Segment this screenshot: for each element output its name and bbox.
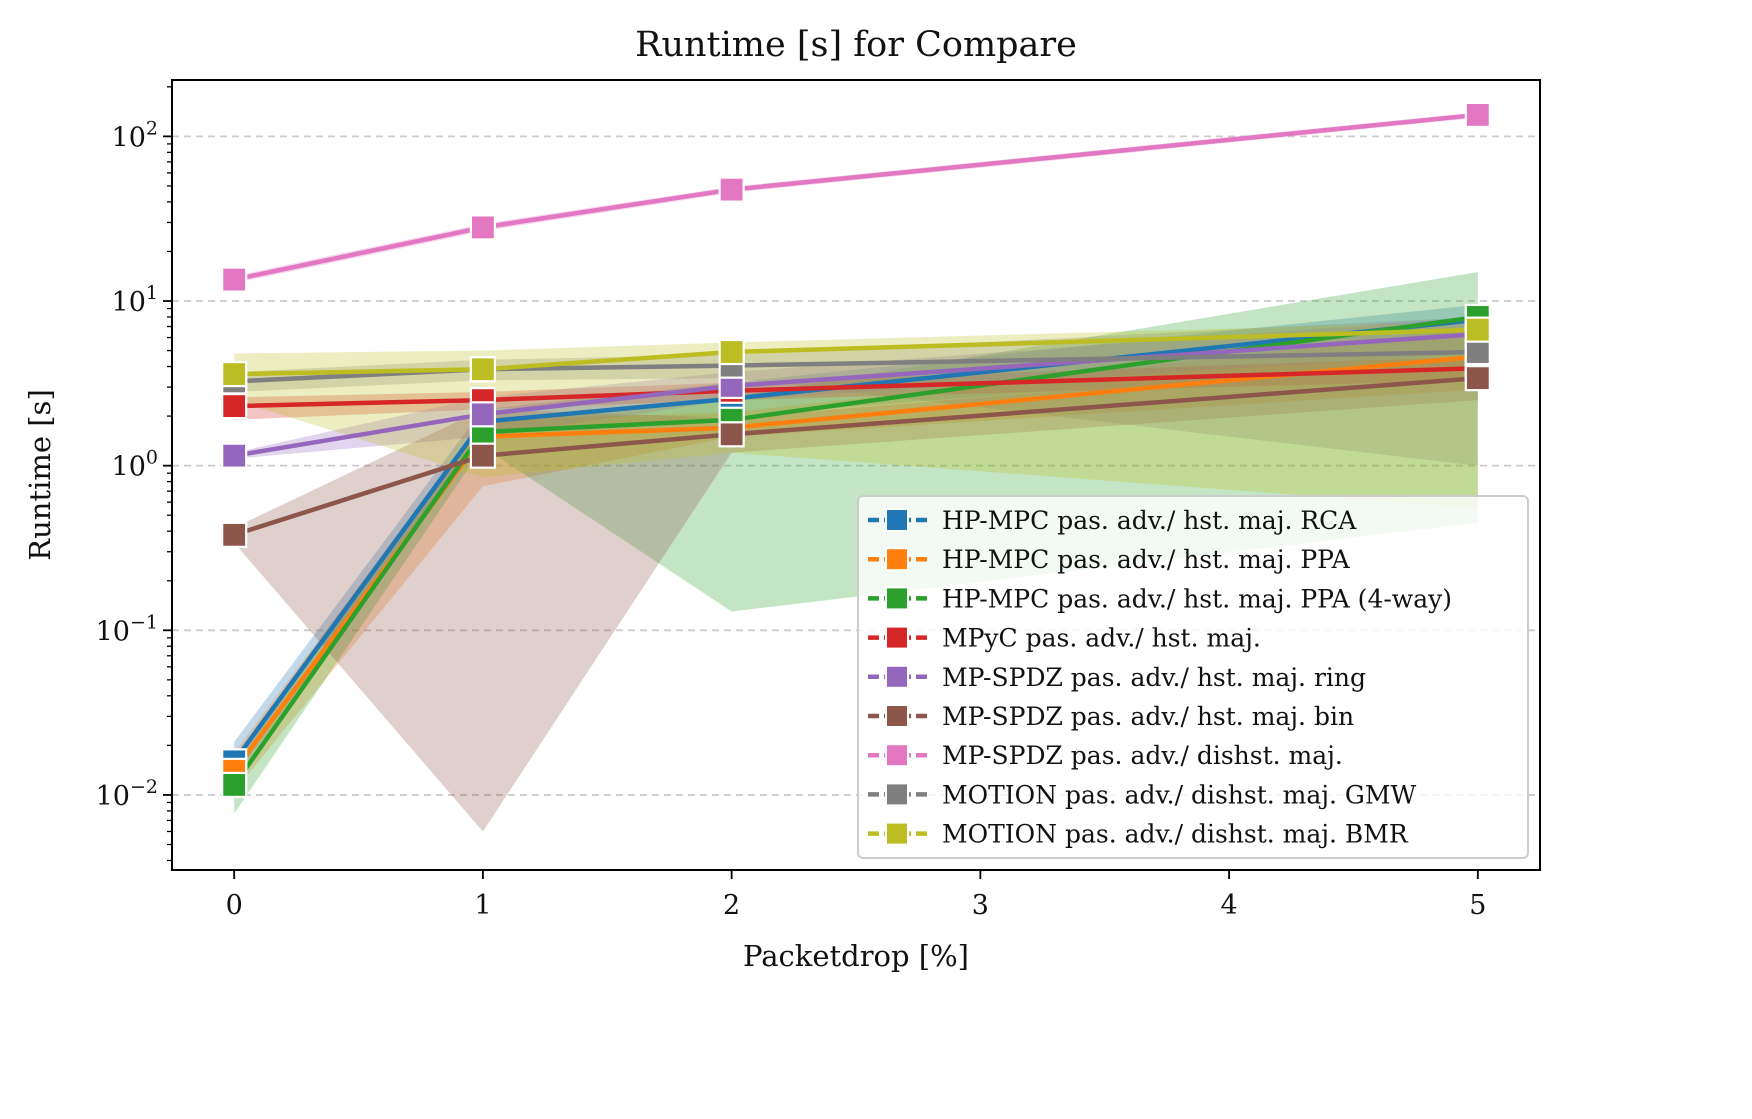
- legend-box: [857, 495, 1529, 859]
- data-point: [221, 360, 248, 388]
- y-tick-base: 10: [112, 287, 146, 318]
- y-tick-label: 10−2: [96, 776, 158, 812]
- y-tick-base: 10: [96, 616, 130, 647]
- series-line: [232, 314, 1479, 787]
- data-point: [221, 521, 248, 548]
- y-tick-base: 10: [112, 122, 146, 153]
- legend-swatch-marker: [885, 586, 909, 611]
- legend-label: HP-MPC pas. adv./ hst. maj. RCA: [942, 506, 1357, 535]
- legend-label: MP-SPDZ pas. adv./ hst. maj. ring: [942, 663, 1366, 692]
- y-tick-exponent: −1: [130, 611, 158, 633]
- series-line: [233, 375, 1478, 537]
- legend-item: MOTION pas. adv./ dishst. maj. BMR: [868, 820, 1409, 849]
- legend-swatch-marker: [885, 664, 909, 689]
- series-line: [233, 112, 1479, 282]
- legend-swatch-marker: [885, 625, 909, 650]
- y-tick-label: 102: [112, 117, 158, 153]
- legend-label: MPyC pas. adv./ hst. maj.: [942, 624, 1261, 653]
- legend-item: HP-MPC pas. adv./ hst. maj. PPA: [868, 545, 1351, 574]
- data-point: [221, 393, 248, 420]
- legend-label: MOTION pas. adv./ dishst. maj. BMR: [942, 820, 1409, 849]
- y-tick-label: 10−1: [96, 611, 158, 647]
- x-tick-label: 4: [1220, 890, 1237, 921]
- y-tick-exponent: −2: [130, 776, 158, 798]
- legend-label: MOTION pas. adv./ dishst. maj. GMW: [942, 780, 1416, 809]
- legend-label: HP-MPC pas. adv./ hst. maj. PPA: [942, 545, 1351, 574]
- series-band: [234, 304, 1478, 779]
- y-tick-exponent: 2: [146, 117, 158, 139]
- data-point: [718, 421, 745, 448]
- x-axis-title: Packetdrop [%]: [743, 939, 969, 973]
- data-point: [1464, 338, 1491, 366]
- data-point: [221, 771, 248, 799]
- data-point: [221, 442, 248, 469]
- legend-item: MOTION pas. adv./ dishst. maj. GMW: [868, 780, 1416, 809]
- legend-item: MP-SPDZ pas. adv./ hst. maj. bin: [868, 702, 1354, 731]
- data-point: [221, 266, 248, 293]
- x-tick-label: 5: [1469, 890, 1486, 921]
- y-tick-label: 100: [112, 447, 158, 483]
- legend-swatch-marker: [885, 743, 909, 768]
- data-point: [1464, 365, 1491, 392]
- series-line: [234, 327, 1478, 377]
- legend-item: HP-MPC pas. adv./ hst. maj. PPA (4-way): [868, 584, 1452, 613]
- y-tick-exponent: 0: [146, 447, 158, 469]
- data-point: [469, 442, 497, 469]
- series-markers: [221, 101, 1491, 799]
- chart-title: Runtime [s] for Compare: [635, 25, 1077, 65]
- data-point: [1464, 101, 1491, 129]
- legend-swatch-marker: [885, 782, 909, 807]
- y-axis-title: Runtime [s]: [23, 389, 57, 561]
- legend-item: MPyC pas. adv./ hst. maj.: [868, 624, 1261, 653]
- legend-item: MP-SPDZ pas. adv./ hst. maj. ring: [868, 663, 1366, 692]
- series-lines: [232, 112, 1479, 787]
- data-point: [718, 176, 745, 203]
- data-point: [718, 338, 745, 366]
- series-line: [234, 366, 1478, 409]
- y-tick-base: 10: [112, 452, 146, 483]
- legend-item: MP-SPDZ pas. adv./ dishst. maj.: [868, 741, 1343, 770]
- series-band: [234, 328, 1478, 792]
- series-band: [234, 112, 1478, 284]
- data-point: [469, 401, 497, 428]
- x-tick-label: 3: [972, 890, 989, 921]
- legend-swatch-marker: [885, 821, 909, 846]
- y-tick-exponent: 1: [146, 282, 158, 304]
- data-point: [469, 356, 497, 383]
- legend-swatch-marker: [885, 704, 909, 728]
- x-tick-label: 0: [226, 890, 243, 921]
- data-point: [1464, 316, 1491, 343]
- x-axis-ticks: 0 1 2 3 4 5: [226, 870, 1486, 921]
- legend-swatch-marker: [885, 547, 909, 572]
- legend-label: MP-SPDZ pas. adv./ dishst. maj.: [942, 741, 1343, 770]
- series-band: [234, 356, 1478, 832]
- legend-swatch-marker: [885, 508, 909, 532]
- x-tick-label: 1: [474, 890, 491, 921]
- series-line: [232, 354, 1479, 773]
- y-tick-base: 10: [96, 781, 130, 812]
- series-band: [234, 272, 1478, 814]
- plot-frame: [171, 79, 1541, 871]
- legend: HP-MPC pas. adv./ hst. maj. RCA HP-MPC pa…: [857, 495, 1529, 859]
- y-tick-label: 101: [112, 282, 158, 318]
- legend-item: HP-MPC pas. adv./ hst. maj. RCA: [868, 506, 1357, 535]
- legend-label: HP-MPC pas. adv./ hst. maj. PPA (4-way): [942, 584, 1452, 613]
- x-tick-label: 2: [723, 890, 740, 921]
- legend-label: MP-SPDZ pas. adv./ hst. maj. bin: [942, 702, 1354, 731]
- data-point: [469, 214, 497, 241]
- series-line: [234, 349, 1478, 384]
